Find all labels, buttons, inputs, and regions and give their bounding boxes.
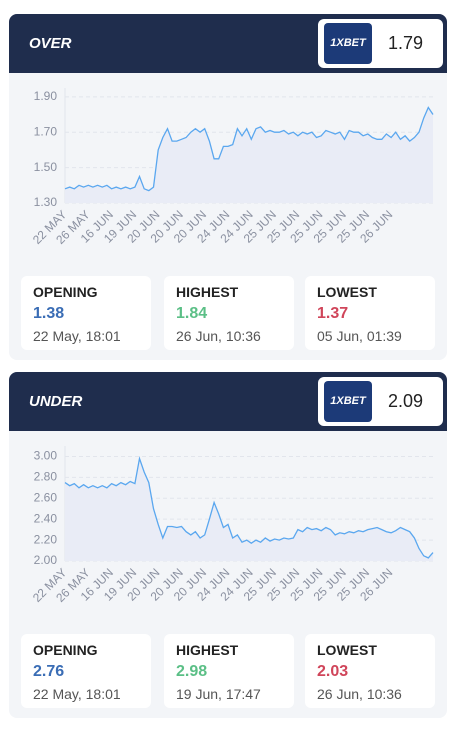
panel-header: OVER 1XBET 1.79 (9, 14, 447, 73)
stat-value: 1.38 (33, 305, 65, 322)
panel: UNDER 1XBET 2.09 2.00 2.20 2.40 2.60 2.80 3.00 22… (9, 372, 447, 718)
stat-value: 2.03 (317, 663, 349, 680)
stat-card: HIGHEST 1.84 26 Jun, 10:36 (164, 276, 294, 350)
y-tick-label: 1.70 (34, 124, 58, 138)
bookmaker-logo: 1XBET (324, 381, 372, 422)
stat-label: LOWEST (317, 642, 377, 658)
odds-box[interactable]: 1XBET 2.09 (318, 377, 443, 426)
bookmaker-logo: 1XBET (324, 23, 372, 64)
stat-card: LOWEST 1.37 05 Jun, 01:39 (305, 276, 435, 350)
stat-time: 05 Jun, 01:39 (317, 328, 402, 344)
y-tick-label: 1.30 (34, 195, 58, 209)
y-tick-label: 2.80 (34, 470, 58, 484)
panel-title: OVER (29, 35, 72, 52)
y-tick-label: 2.20 (34, 532, 58, 546)
stat-label: HIGHEST (176, 284, 239, 300)
stat-card: HIGHEST 2.98 19 Jun, 17:47 (164, 634, 294, 708)
line (64, 455, 434, 559)
y-tick-label: 1.90 (34, 89, 58, 103)
panel: OVER 1XBET 1.79 1.30 1.50 1.70 1.90 22 MAY 26 MA… (9, 14, 447, 360)
stat-label: OPENING (33, 642, 98, 658)
y-tick-label: 2.60 (34, 490, 58, 504)
stat-label: OPENING (33, 284, 98, 300)
panel-title: UNDER (29, 393, 83, 410)
stat-time: 26 Jun, 10:36 (317, 686, 402, 702)
y-tick-label: 2.00 (34, 553, 58, 567)
stat-time: 26 Jun, 10:36 (176, 328, 261, 344)
stat-value: 2.76 (33, 663, 65, 680)
odds-box[interactable]: 1XBET 1.79 (318, 19, 443, 68)
line-area (65, 458, 433, 561)
stat-time: 19 Jun, 17:47 (176, 686, 261, 702)
stat-card: OPENING 2.76 22 May, 18:01 (21, 634, 151, 708)
stat-value: 1.84 (176, 305, 208, 322)
stat-label: LOWEST (317, 284, 377, 300)
stat-card: OPENING 1.38 22 May, 18:01 (21, 276, 151, 350)
stat-time: 22 May, 18:01 (33, 328, 121, 344)
y-tick-label: 1.50 (34, 160, 58, 174)
stat-value: 2.98 (176, 663, 208, 680)
line-area (65, 107, 433, 203)
stat-card: LOWEST 2.03 26 Jun, 10:36 (305, 634, 435, 708)
odds-value: 1.79 (388, 33, 424, 53)
stat-label: HIGHEST (176, 642, 239, 658)
panel-header: UNDER 1XBET 2.09 (9, 372, 447, 431)
y-tick-label: 3.00 (34, 449, 58, 463)
stat-value: 1.37 (317, 305, 349, 322)
stat-time: 22 May, 18:01 (33, 686, 121, 702)
line (64, 106, 434, 192)
odds-value: 2.09 (388, 391, 424, 411)
y-tick-label: 2.40 (34, 511, 58, 525)
